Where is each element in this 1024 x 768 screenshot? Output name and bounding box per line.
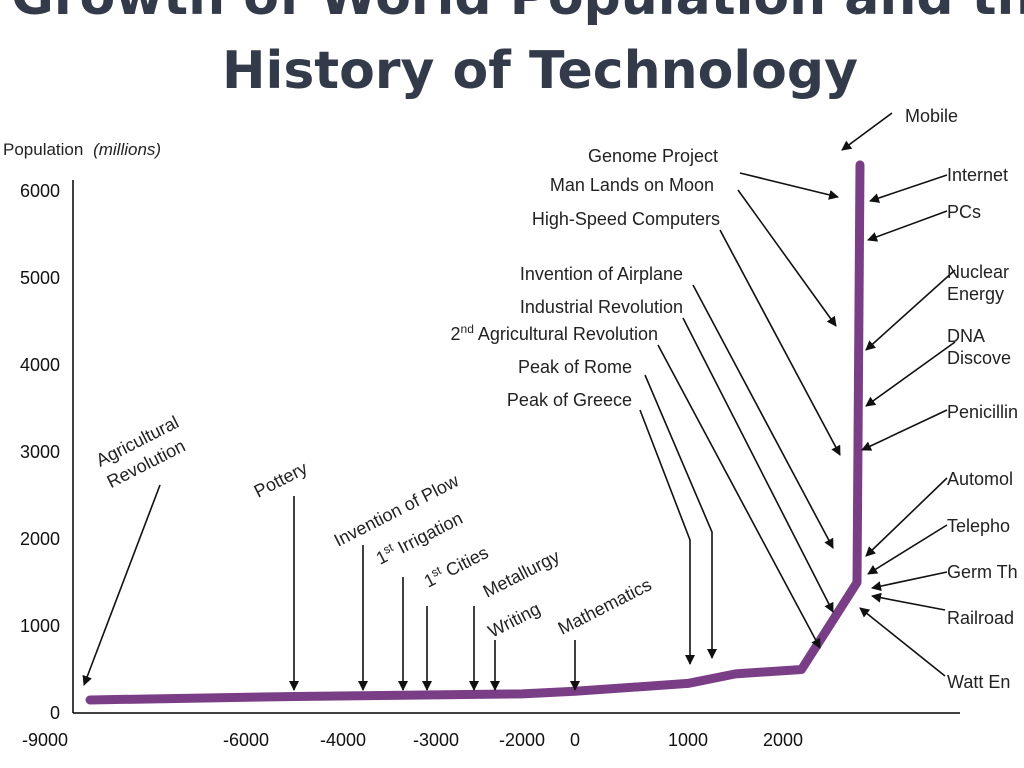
annotation-label: DNA Discove <box>947 326 1011 368</box>
annotation-arrow <box>737 189 837 327</box>
annotation-label: Railroad <box>947 608 1014 628</box>
annotation-arrows <box>82 112 956 691</box>
y-tick-label: 3000 <box>20 442 60 462</box>
annotation-label: Peak of Greece <box>507 390 632 410</box>
y-tick-label: 2000 <box>20 529 60 549</box>
chart-title: Growth of World Population and the Histo… <box>0 0 1024 108</box>
x-tick-label: 1000 <box>668 730 708 750</box>
annotation-label: 2nd Agricultural Revolution <box>451 322 658 344</box>
annotation-arrow <box>657 344 821 649</box>
population-series-line <box>85 160 865 705</box>
x-tick-label: -4000 <box>320 730 366 750</box>
annotation-arrow <box>682 317 834 613</box>
x-tick-label: -3000 <box>413 730 459 750</box>
y-axis-label-unit: (millions) <box>93 140 161 159</box>
annotation-arrow <box>719 229 841 456</box>
y-axis-label-text: Population <box>3 140 83 159</box>
annotation-label: Man Lands on Moon <box>550 175 714 195</box>
annotation-label: Mobile <box>905 106 958 126</box>
y-tick-label: 0 <box>50 703 60 723</box>
annotation-label: Metallurgy <box>480 546 563 602</box>
y-tick-label: 4000 <box>20 355 60 375</box>
annotation-label: Penicillin <box>947 402 1018 422</box>
annotation-arrow <box>739 172 839 200</box>
annotation-label: Writing <box>485 598 544 641</box>
annotation-arrow <box>82 484 161 686</box>
annotation-label: Mathematics <box>555 574 655 638</box>
annotation-label: High-Speed Computers <box>532 209 720 229</box>
x-tick-labels: -9000 -6000 -4000 -3000 -2000 0 1000 2000 <box>22 730 803 750</box>
annotation-label: Telepho <box>947 516 1010 536</box>
annotation-arrow <box>867 524 948 575</box>
x-tick-label: -9000 <box>22 730 68 750</box>
annotation-label: Industrial Revolution <box>520 297 683 317</box>
y-tick-label: 6000 <box>20 181 60 201</box>
x-tick-label: -2000 <box>499 730 545 750</box>
annotation-labels: AgriculturalRevolution Pottery Invention o… <box>93 106 1018 692</box>
annotation-label: Germ Th <box>947 562 1018 582</box>
annotation-arrow <box>639 409 695 665</box>
y-tick-label: 1000 <box>20 616 60 636</box>
y-axis-label: Population (millions) <box>3 140 161 159</box>
y-tick-label: 5000 <box>20 268 60 288</box>
annotation-label: Internet <box>947 165 1008 185</box>
annotation-arrow <box>871 571 948 592</box>
annotation-arrow <box>644 374 717 659</box>
annotation-label: Automol <box>947 469 1013 489</box>
annotation-label: Nuclear Energy <box>947 262 1009 304</box>
annotation-arrow <box>861 409 948 451</box>
annotation-arrow <box>869 174 948 203</box>
x-tick-label: 2000 <box>763 730 803 750</box>
annotation-label: Peak of Rome <box>518 357 632 377</box>
annotation-arrow <box>865 477 948 557</box>
annotation-label: PCs <box>947 202 981 222</box>
chart-title-line-1: Growth of World Population and the <box>0 0 1024 34</box>
y-tick-labels: 0 1000 2000 3000 4000 5000 6000 <box>20 181 60 723</box>
annotation-label: Genome Project <box>588 146 718 166</box>
annotation-arrow <box>859 607 946 677</box>
annotation-arrow <box>867 210 948 242</box>
annotation-label: AgriculturalRevolution <box>93 412 193 492</box>
x-tick-label: -6000 <box>223 730 269 750</box>
annotation-label: Invention of Airplane <box>520 264 683 284</box>
annotation-label: Pottery <box>251 458 311 502</box>
annotation-arrow <box>871 592 946 611</box>
annotation-label: Watt En <box>947 672 1010 692</box>
annotation-arrow <box>692 284 834 549</box>
annotation-arrow <box>841 112 893 151</box>
chart-title-line-2: History of Technology <box>221 41 859 101</box>
annotation-arrow <box>865 341 956 407</box>
x-tick-label: 0 <box>570 730 580 750</box>
annotation-arrow <box>865 269 956 351</box>
